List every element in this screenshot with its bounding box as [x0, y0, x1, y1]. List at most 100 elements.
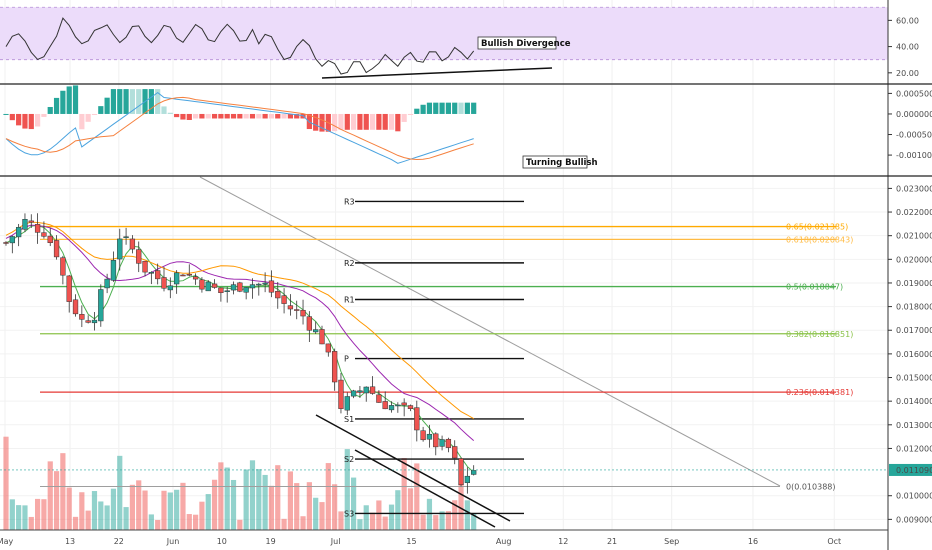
time-axis: May 13 22 Jun 10 19 Jul 15 Aug 12 21 Sep 16 Oct [0, 529, 888, 546]
macd-histogram-bar [426, 102, 433, 114]
pivot-level-label: R3 [344, 197, 355, 206]
macd-histogram-bar [155, 89, 161, 114]
candle-body [243, 287, 249, 293]
price-tick-label: 0.023000 [896, 184, 932, 193]
wedge-upper-line [315, 414, 511, 522]
volume-bar [414, 463, 420, 530]
candle-body [249, 284, 256, 289]
macd-note-label: Turning Bullish [526, 158, 598, 168]
macd-histogram-bar [174, 113, 180, 118]
macd-histogram-bar [287, 113, 293, 119]
macd-histogram-bar [369, 113, 376, 130]
candle [275, 281, 281, 309]
candle-body [199, 279, 205, 290]
candle-body [104, 278, 110, 289]
candle-body [281, 295, 287, 304]
volume-bar [53, 471, 60, 530]
macd-histogram-bar [256, 113, 262, 119]
macd-histogram-bar [136, 89, 142, 114]
volume-bar [294, 483, 300, 530]
macd-histogram-bar [193, 113, 199, 119]
volume-bar [319, 502, 325, 530]
time-tick-label: Jul [330, 537, 341, 546]
volume-bar [9, 499, 15, 530]
macd-tick-label: -0.001000 [896, 151, 932, 160]
candle [395, 402, 401, 413]
time-tick-label: 12 [558, 537, 568, 546]
macd-panel [3, 85, 477, 164]
volume-bar [148, 514, 154, 530]
volume-bar [344, 449, 350, 530]
macd-histogram-bar [275, 113, 281, 119]
candle [173, 270, 180, 294]
candle-body [123, 236, 129, 238]
candle-body [458, 458, 464, 485]
candle [28, 214, 34, 228]
macd-histogram-bar [72, 85, 79, 114]
candle-body [91, 319, 98, 324]
macd-histogram-bar [249, 113, 256, 119]
volume-bar [464, 500, 470, 530]
volume-bar [287, 471, 293, 530]
volume-bar [104, 505, 110, 530]
macd-histogram-bar [243, 113, 249, 119]
macd-histogram-bar [129, 89, 135, 114]
macd-histogram-bar [79, 113, 85, 130]
macd-histogram-bar [433, 102, 439, 114]
macd-histogram-bar [281, 113, 287, 119]
candle-body [331, 351, 338, 383]
candle [268, 270, 275, 298]
candle [72, 294, 79, 317]
volume-bar [243, 469, 249, 530]
candle [180, 274, 186, 277]
candle [66, 274, 72, 313]
candle-body [325, 343, 331, 353]
candle-body [34, 224, 41, 233]
candle-body [439, 439, 445, 447]
candle-body [53, 240, 60, 258]
candle-body [173, 272, 180, 285]
candle [230, 281, 237, 295]
macd-histogram-bar [60, 90, 66, 114]
volume-bar [85, 510, 91, 530]
rsi-panel [0, 6, 888, 79]
candle-body [452, 446, 458, 459]
macd-histogram-bar [9, 113, 15, 121]
macd-histogram-bar [332, 113, 338, 132]
volume-bar [211, 479, 218, 530]
macd-histogram-bar [22, 113, 28, 129]
macd-histogram-bar [401, 113, 407, 122]
time-tick-label: 22 [114, 537, 124, 546]
candle [262, 272, 268, 293]
volume-bar [155, 519, 161, 530]
rsi-note-label: Bullish Divergence [481, 39, 571, 49]
candle [306, 311, 313, 343]
candle-body [47, 235, 53, 243]
pivot-level-label: P [344, 355, 349, 364]
candle [218, 287, 224, 302]
macd-histogram-bar [28, 113, 34, 130]
volume-bar [325, 463, 331, 530]
candle-body [15, 227, 22, 238]
volume-bar [249, 460, 256, 530]
volume-bar [205, 494, 211, 530]
volume-bar [363, 505, 369, 530]
price-tick-label: 0.013000 [896, 421, 932, 430]
candle-body [60, 257, 66, 276]
volume-bar [174, 489, 180, 530]
candle [47, 228, 53, 247]
volume-bar [351, 477, 357, 530]
time-tick-label: Oct [827, 537, 841, 546]
macd-histogram-bar [445, 102, 451, 114]
candle [192, 273, 199, 285]
grid [0, 0, 888, 530]
rsi-line [5, 17, 475, 75]
candle [79, 305, 85, 328]
macd-histogram-bar [458, 102, 464, 114]
wedge-lower-line [354, 449, 496, 528]
fib-level-label: 0.65(0.021385) [786, 223, 848, 232]
rsi-band [0, 7, 888, 60]
candle-body [433, 433, 439, 448]
candle [344, 392, 350, 416]
